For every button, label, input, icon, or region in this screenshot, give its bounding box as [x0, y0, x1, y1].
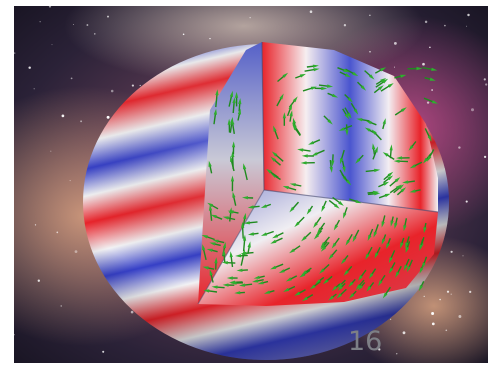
slide: 16: [14, 6, 488, 363]
cutaway-sphere-illustration: [14, 6, 488, 363]
page-number: 16: [348, 326, 383, 357]
